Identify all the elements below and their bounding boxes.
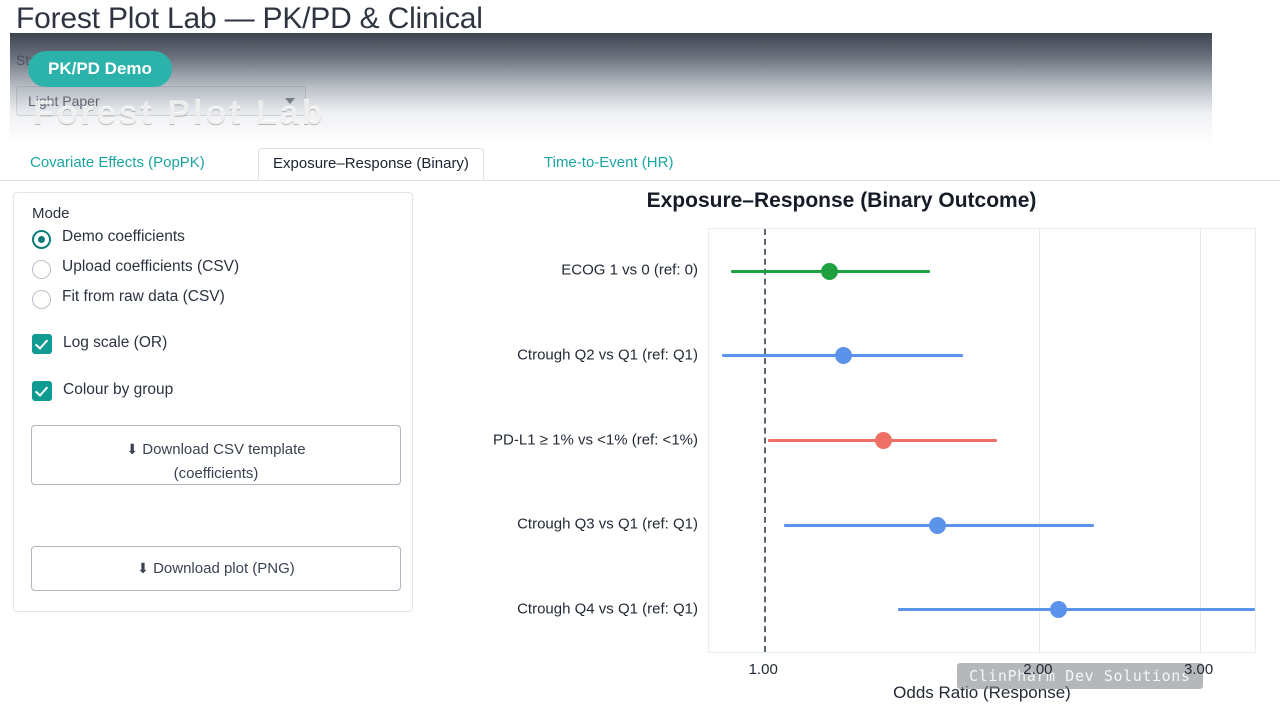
tab-exposure-response[interactable]: Exposure–Response (Binary) — [258, 148, 484, 180]
download-csv-line2: (coefficients) — [173, 465, 259, 482]
mode-label: Mode — [32, 205, 70, 222]
hero-banner: Forest Plot Lab Interactive dashboard • … — [10, 33, 1212, 143]
x-axis-tick-label: 3.00 — [1183, 661, 1214, 678]
forest-row-label: Ctrough Q2 vs Q1 (ref: Q1) — [517, 346, 698, 364]
forest-row-label: ECOG 1 vs 0 (ref: 0) — [561, 261, 698, 279]
tabbar: Covariate Effects (PopPK) Exposure–Respo… — [0, 148, 1280, 181]
hero-subtitle: Interactive dashboard • clinpharmdevsolu… — [33, 139, 404, 143]
plot-y-axis-labels: ECOG 1 vs 0 (ref: 0) Ctrough Q2 vs Q1 (re… — [420, 228, 698, 653]
gridline — [1038, 229, 1040, 652]
download-plot-png-button[interactable]: ⬇︎ Download plot (PNG) — [31, 546, 401, 591]
checkbox-label: Colour by group — [63, 381, 174, 398]
radio-icon — [32, 290, 51, 309]
download-csv-line1: ⬇︎ Download CSV template — [126, 441, 306, 458]
download-icon: ⬇︎ — [137, 560, 149, 576]
estimate-point-marker — [834, 347, 852, 365]
checkbox-label: Log scale (OR) — [63, 334, 168, 351]
radio-icon — [32, 260, 51, 279]
estimate-point-marker — [821, 262, 839, 280]
forest-row-label: Ctrough Q3 vs Q1 (ref: Q1) — [517, 515, 698, 533]
plot-axes — [708, 228, 1256, 653]
x-axis-tick-label: 1.00 — [748, 661, 778, 678]
reference-line — [764, 229, 767, 652]
checkmark-icon — [32, 334, 52, 354]
download-icon: ⬇︎ — [126, 441, 139, 457]
radio-icon-selected — [32, 230, 51, 249]
checkmark-icon — [32, 381, 52, 401]
tab-time-to-event[interactable]: Time-to-Event (HR) — [544, 154, 674, 171]
demo-badge: PK/PD Demo — [28, 51, 172, 87]
radio-label: Upload coefficients (CSV) — [62, 258, 240, 275]
page-title: Forest Plot Lab — PK/PD & Clinical — [16, 2, 483, 35]
tab-covariate-effects[interactable]: Covariate Effects (PopPK) — [30, 154, 205, 171]
download-csv-template-button[interactable]: ⬇︎ Download CSV template (coefficients) — [31, 425, 401, 485]
estimate-point-marker — [1049, 601, 1067, 619]
hero-title: Forest Plot Lab — [33, 94, 326, 132]
x-axis-tick-label: 2.00 — [1023, 661, 1053, 678]
gridline — [1199, 229, 1201, 652]
forest-row-label: Ctrough Q4 vs Q1 (ref: Q1) — [517, 600, 698, 618]
plot-title: Exposure–Response (Binary Outcome) — [646, 189, 1037, 212]
estimate-point-marker — [874, 432, 892, 449]
confidence-interval-bar — [897, 608, 1255, 612]
radio-label: Demo coefficients — [62, 228, 185, 245]
forest-plot: Exposure–Response (Binary Outcome) ECOG … — [420, 185, 1280, 720]
radio-label: Fit from raw data (CSV) — [62, 288, 225, 305]
forest-row-label: PD-L1 ≥ 1% vs <1% (ref: <1%) — [493, 431, 698, 448]
estimate-point-marker — [929, 516, 947, 534]
download-png-label: Download plot (PNG) — [153, 560, 295, 577]
controls-panel: Mode Demo coefficients Upload coefficien… — [13, 192, 413, 612]
watermark: ClinPharm Dev Solutions — [957, 663, 1203, 689]
